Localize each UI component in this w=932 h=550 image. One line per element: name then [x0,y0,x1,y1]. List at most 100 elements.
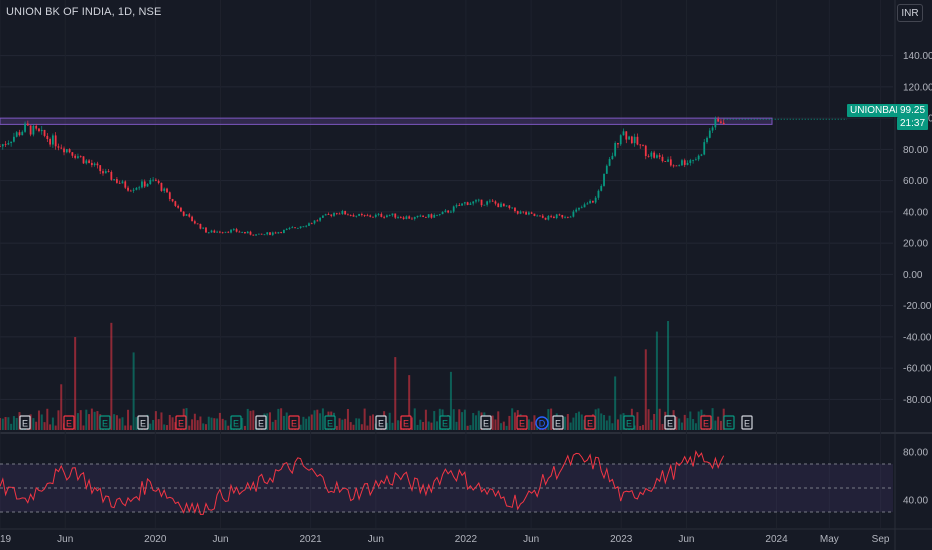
volume-bar [135,417,138,430]
candle [302,226,305,228]
candle [639,144,642,146]
volume-bar [57,410,60,430]
earnings-marker [552,415,564,430]
earnings-marker [439,415,451,430]
candle [617,142,619,145]
candle [185,214,188,216]
volume-bar [316,409,319,430]
volume-bar [171,417,174,430]
volume-bar [132,352,135,430]
volume-bar [121,417,124,430]
candle [269,232,271,235]
candle [104,171,107,174]
candle [10,141,13,144]
candle [419,215,422,217]
candle [558,214,561,216]
candle [605,165,608,174]
candle [411,218,413,220]
candle [564,216,566,218]
volume-bar [213,418,216,430]
candle [93,163,96,166]
event-label: E [327,419,333,429]
volume-bar [335,425,338,430]
volume-bar [166,425,169,430]
candle [686,162,689,165]
candle [333,213,335,216]
candle [266,232,269,235]
candle [1,144,4,147]
volume-bar [719,420,722,430]
volume-bar [60,384,63,430]
volume-bar [683,414,686,430]
volume-bar [569,422,572,430]
candle [675,165,678,167]
earnings-marker [584,415,596,430]
y-tick-label: 0.00 [903,270,923,281]
volume-bar [271,421,274,430]
volume-bar [658,408,661,430]
candle [591,200,594,203]
volume-bar [207,416,210,430]
volume-bar [455,421,458,430]
candle [277,232,280,234]
candle [246,231,249,234]
candle [694,159,697,161]
candle [720,121,722,123]
event-label: E [140,419,146,429]
candle [399,217,402,218]
rsi-tick-label: 40.00 [903,496,928,507]
candle [689,160,692,163]
volume-bar [299,424,302,430]
candle [305,225,308,227]
candle [283,229,285,233]
candle [708,130,711,138]
candle [405,216,408,219]
volume-bar [76,413,79,430]
volume-bar [430,422,433,430]
volume-bar [349,422,352,430]
candle [230,229,232,233]
candle [271,232,274,235]
candle [569,216,572,218]
candle [444,210,447,212]
candle [205,227,207,233]
resistance-band [0,117,773,125]
candle [578,207,580,210]
currency-button[interactable]: INR [897,4,923,22]
candle [397,217,399,218]
candle [483,204,486,206]
volume-bar [40,414,43,430]
volume-bar [93,411,96,430]
candle [15,132,18,137]
candle [38,128,40,132]
event-label: E [519,419,525,429]
volume-bar [313,410,316,430]
volume-bar [319,413,322,430]
volume-bar [413,408,416,430]
candle [310,223,313,225]
earnings-marker [63,415,75,430]
candle [489,200,491,202]
volume-bar [397,420,400,430]
earnings-marker [99,415,111,430]
candle [589,200,592,204]
candle [466,202,469,205]
candle [603,173,605,186]
candle [472,201,475,204]
volume-bar [269,412,272,430]
volume-bar [90,408,93,430]
candle [383,216,386,218]
volume-bar [505,425,508,430]
volume-bar [129,425,132,430]
volume-bar [37,410,40,430]
candle [177,205,180,208]
volume-bar [341,419,344,430]
candle [594,197,597,203]
volume-bar [580,414,583,430]
candle [235,229,238,232]
volume-bar [391,422,394,430]
candle [157,180,160,183]
candle [280,232,283,233]
candle [149,179,152,185]
